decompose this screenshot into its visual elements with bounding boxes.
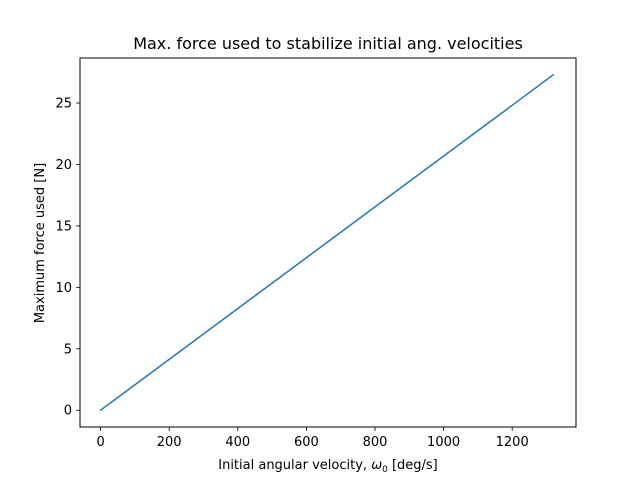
- y-axis-label: Maximum force used [N]: [33, 163, 48, 323]
- x-axis-label: Initial angular velocity, ω0 [deg/s]: [218, 458, 438, 475]
- x-axis-label-suffix: [deg/s]: [388, 458, 438, 473]
- y-tick-label-2: 10: [55, 281, 72, 296]
- x-tick-label-4: 800: [363, 435, 388, 450]
- x-tick-label-1: 200: [157, 435, 182, 450]
- axes-frame: [79, 57, 577, 428]
- x-tick-label-5: 1000: [427, 435, 460, 450]
- x-tick-label-2: 400: [225, 435, 250, 450]
- axis-ticks: 0 200 400 600 800 1000 1200 0 5 10 15 20 25: [55, 97, 528, 450]
- y-tick-label-5: 25: [55, 97, 72, 112]
- series-line-0: [99, 73, 555, 412]
- x-tick-label-6: 1200: [496, 435, 529, 450]
- plot-area: [99, 73, 555, 412]
- y-tick-label-4: 20: [55, 158, 72, 173]
- y-tick-label-1: 5: [64, 342, 72, 357]
- x-tick-label-3: 600: [294, 435, 319, 450]
- x-tick-label-0: 0: [96, 435, 104, 450]
- y-tick-label-0: 0: [64, 404, 72, 419]
- chart-title: Max. force used to stabilize initial ang…: [133, 34, 523, 53]
- x-axis-label-subscript: 0: [382, 465, 388, 475]
- y-tick-label-3: 15: [55, 219, 72, 234]
- x-axis-label-symbol: ω: [371, 458, 382, 473]
- x-axis-label-prefix: Initial angular velocity,: [218, 458, 371, 473]
